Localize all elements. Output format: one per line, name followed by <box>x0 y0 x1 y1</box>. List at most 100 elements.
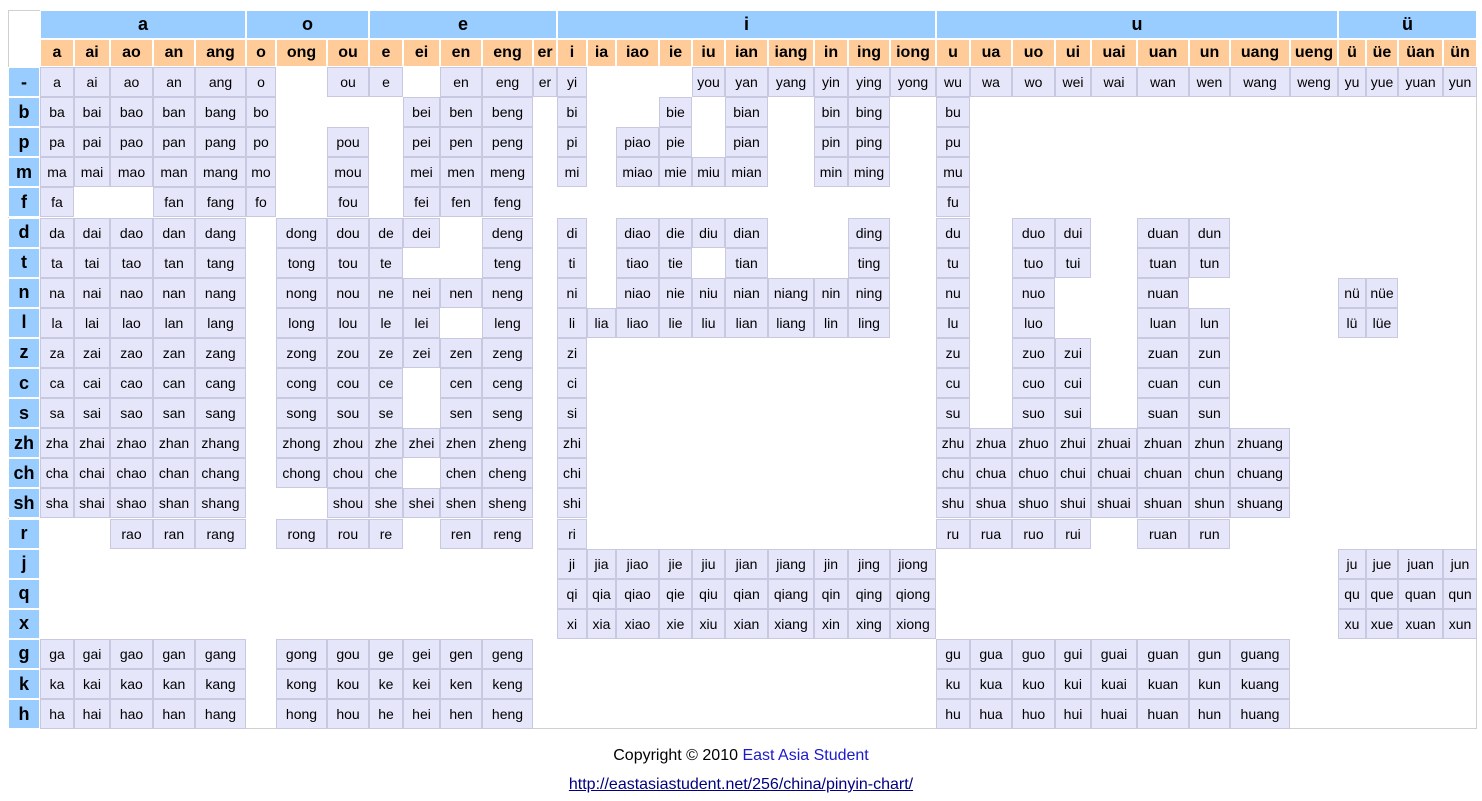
url-line: http://eastasiastudent.net/256/china/pin… <box>0 776 1482 794</box>
initial-header: x <box>8 608 40 639</box>
syllable: peng <box>482 127 533 158</box>
syllable: zei <box>403 337 440 368</box>
syllable: xu <box>1338 608 1366 639</box>
syllable: yi <box>557 67 587 98</box>
syllable: ba <box>40 97 74 128</box>
syllable: ling <box>848 307 890 338</box>
syllable: xuan <box>1398 608 1443 639</box>
syllable: sui <box>1055 398 1091 429</box>
syllable: tun <box>1189 247 1230 278</box>
site-link[interactable]: East Asia Student <box>742 747 869 764</box>
final-header: uai <box>1091 39 1137 67</box>
syllable: zhei <box>403 428 440 459</box>
syllable: mi <box>557 157 587 188</box>
syllable: nei <box>403 277 440 308</box>
syllable: ken <box>440 669 482 700</box>
group-header: u <box>936 10 1338 39</box>
syllable: meng <box>482 157 533 188</box>
syllable: dong <box>276 217 327 248</box>
syllable: pou <box>327 127 369 158</box>
syllable: zhu <box>936 428 970 459</box>
copyright-line: Copyright © 2010 East Asia Student <box>0 747 1482 765</box>
final-header: üe <box>1366 39 1398 67</box>
syllable: wei <box>1055 67 1091 98</box>
initial-header: k <box>8 669 40 700</box>
syllable: qiu <box>692 578 725 609</box>
syllable: cu <box>936 368 970 399</box>
syllable: tie <box>659 247 692 278</box>
syllable: zui <box>1055 337 1091 368</box>
syllable: xia <box>587 608 616 639</box>
syllable: chuan <box>1137 458 1189 489</box>
final-header: iang <box>768 39 814 67</box>
syllable: dian <box>725 217 768 248</box>
final-header: ia <box>587 39 616 67</box>
syllable: hang <box>195 699 246 730</box>
syllable: pang <box>195 127 246 158</box>
syllable: xiong <box>890 608 936 639</box>
syllable: e <box>369 67 403 98</box>
final-header: ao <box>110 39 153 67</box>
syllable: jin <box>814 548 848 579</box>
syllable: jun <box>1443 548 1477 579</box>
syllable: die <box>659 217 692 248</box>
syllable: shuai <box>1091 488 1137 519</box>
syllable: lao <box>110 307 153 338</box>
syllable: he <box>369 699 403 730</box>
syllable: gu <box>936 638 970 669</box>
syllable: zen <box>440 337 482 368</box>
syllable: ning <box>848 277 890 308</box>
syllable: zuo <box>1012 337 1055 368</box>
syllable: luo <box>1012 307 1055 338</box>
syllable: ai <box>74 67 110 98</box>
syllable: li <box>557 307 587 338</box>
syllable: cong <box>276 368 327 399</box>
syllable: qing <box>848 578 890 609</box>
syllable: zai <box>74 337 110 368</box>
syllable: duo <box>1012 217 1055 248</box>
syllable: ju <box>1338 548 1366 579</box>
syllable: zhou <box>327 428 369 459</box>
syllable: niu <box>692 277 725 308</box>
syllable: sheng <box>482 488 533 519</box>
syllable: jia <box>587 548 616 579</box>
syllable: chun <box>1189 458 1230 489</box>
syllable: ting <box>848 247 890 278</box>
group-header: e <box>369 10 557 39</box>
syllable: ban <box>153 97 195 128</box>
syllable: xun <box>1443 608 1477 639</box>
syllable: shei <box>403 488 440 519</box>
syllable: qian <box>725 578 768 609</box>
syllable: jiang <box>768 548 814 579</box>
syllable: lia <box>587 307 616 338</box>
syllable: wan <box>1137 67 1189 98</box>
syllable: chan <box>153 458 195 489</box>
syllable: fen <box>440 187 482 218</box>
syllable: shui <box>1055 488 1091 519</box>
syllable: ben <box>440 97 482 128</box>
syllable: shuan <box>1137 488 1189 519</box>
url-link[interactable]: http://eastasiastudent.net/256/china/pin… <box>568 776 914 793</box>
syllable: tuan <box>1137 247 1189 278</box>
syllable: ang <box>195 67 246 98</box>
syllable: nong <box>276 277 327 308</box>
syllable: pin <box>814 127 848 158</box>
syllable: gao <box>110 638 153 669</box>
syllable: mao <box>110 157 153 188</box>
syllable: yu <box>1338 67 1366 98</box>
syllable: pu <box>936 127 970 158</box>
syllable: zhun <box>1189 428 1230 459</box>
syllable: bi <box>557 97 587 128</box>
syllable: pan <box>153 127 195 158</box>
syllable: nian <box>725 277 768 308</box>
syllable: shan <box>153 488 195 519</box>
syllable: pi <box>557 127 587 158</box>
final-header: ou <box>327 39 369 67</box>
syllable: mie <box>659 157 692 188</box>
syllable: huo <box>1012 699 1055 730</box>
syllable: bian <box>725 97 768 128</box>
syllable: hun <box>1189 699 1230 730</box>
syllable: huang <box>1230 699 1290 730</box>
syllable: dan <box>153 217 195 248</box>
final-header: iu <box>692 39 725 67</box>
